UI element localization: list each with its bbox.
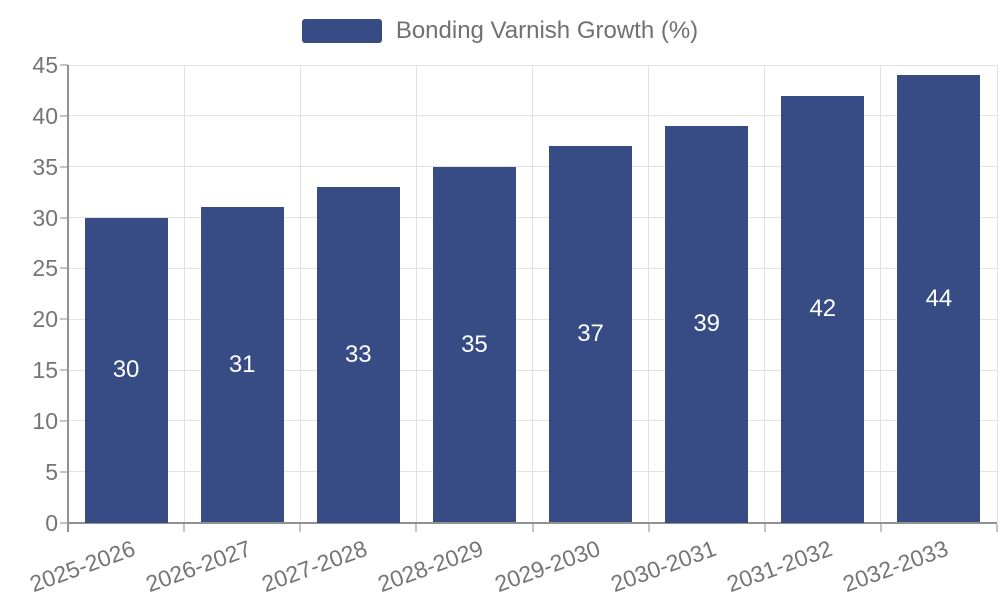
x-axis-tick	[763, 523, 766, 532]
bar-value-label: 31	[228, 350, 256, 378]
bar-value-label: 42	[809, 295, 837, 322]
x-axis-label: 2025-2026	[26, 535, 139, 598]
x-gridline	[648, 65, 650, 523]
y-axis-label: 15	[32, 357, 58, 383]
y-axis-tick	[60, 419, 68, 422]
bar[interactable]: 31	[200, 207, 284, 523]
x-axis-tick	[531, 523, 534, 532]
y-axis-tick	[60, 267, 68, 270]
x-gridline	[996, 65, 998, 523]
x-axis-line	[68, 521, 997, 524]
y-axis-label: 0	[45, 509, 58, 536]
x-axis-tick	[183, 523, 186, 532]
x-axis-label: 2028-2029	[374, 535, 487, 598]
bar[interactable]: 35	[432, 166, 516, 523]
x-axis-label: 2031-2032	[723, 535, 836, 598]
x-axis-tick	[647, 523, 650, 532]
bar[interactable]: 42	[781, 95, 865, 523]
y-axis-label: 5	[45, 458, 58, 485]
bar[interactable]: 44	[897, 75, 981, 523]
bar[interactable]: 37	[549, 146, 633, 523]
y-axis-label: 25	[32, 255, 58, 282]
x-gridline	[880, 65, 882, 523]
x-axis-tick	[879, 523, 882, 532]
x-axis-label: 2027-2028	[258, 535, 371, 598]
bar-value-label: 39	[693, 310, 721, 338]
bar[interactable]: 33	[316, 187, 400, 523]
bar-value-label: 35	[461, 330, 488, 358]
bar-value-label: 44	[925, 284, 953, 312]
x-axis-label: 2029-2030	[490, 535, 604, 598]
y-axis-tick	[60, 165, 68, 168]
x-gridline	[415, 65, 417, 523]
x-gridline	[532, 65, 533, 523]
x-axis-label: 2026-2027	[142, 535, 255, 598]
y-axis-tick	[60, 318, 68, 321]
bar[interactable]: 39	[665, 126, 749, 523]
x-axis-tick	[299, 523, 302, 532]
bar-value-label: 30	[112, 356, 140, 383]
y-axis-tick	[60, 369, 68, 371]
x-axis-label: 2032-2033	[839, 535, 952, 598]
y-axis-label: 20	[32, 306, 58, 333]
legend-item[interactable]: Bonding Varnish Growth (%)	[0, 17, 1000, 45]
y-axis-tick	[60, 470, 68, 473]
y-axis-label: 45	[32, 52, 58, 78]
bar[interactable]: 30	[84, 217, 168, 523]
legend-label: Bonding Varnish Growth (%)	[395, 17, 699, 44]
x-gridline	[183, 65, 185, 523]
y-axis-label: 35	[32, 153, 58, 180]
y-axis-tick	[60, 216, 68, 219]
x-axis-tick	[996, 523, 998, 532]
x-axis-tick	[415, 523, 418, 532]
y-axis-tick	[60, 114, 68, 117]
y-axis-label: 30	[32, 204, 58, 231]
legend-swatch	[301, 19, 382, 43]
y-axis-line	[67, 65, 69, 532]
y-axis-tick	[60, 521, 68, 524]
bar-value-label: 33	[344, 340, 372, 368]
x-gridline	[299, 65, 301, 523]
x-axis-label: 2030-2031	[606, 535, 720, 598]
y-axis-tick	[60, 64, 68, 66]
x-gridline	[764, 65, 766, 523]
y-axis-label: 40	[32, 102, 58, 129]
bar-value-label: 37	[577, 320, 604, 348]
y-axis-label: 10	[32, 407, 58, 434]
